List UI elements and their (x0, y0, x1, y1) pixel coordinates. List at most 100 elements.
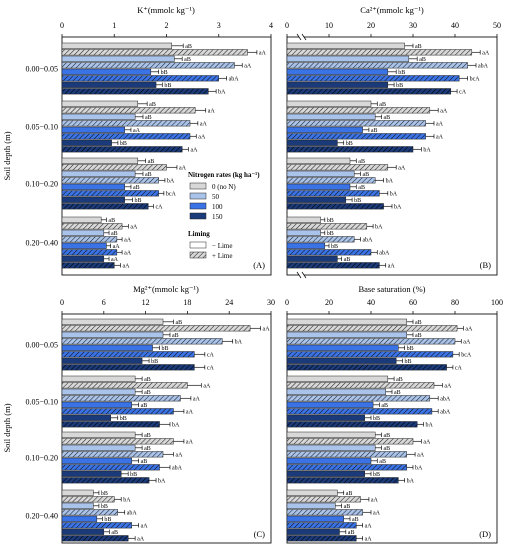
panel-b-bar-g2-s0 (286, 157, 351, 164)
legend: Nitrogen rates (kg ha⁻¹) 0 (no N) 50 100… (188, 171, 260, 260)
panel-b-bar-g1-s1 (286, 107, 431, 114)
legend-swatch-n0 (189, 182, 207, 190)
axis-break-gap (299, 30, 304, 280)
panel-d-letters-g0-s4: bB (407, 346, 414, 352)
panel-a-letters-g1-s6: bB (120, 141, 127, 147)
panel-d-letters-g1-s6: bB (373, 416, 380, 422)
panel-b-letters-g3-s0: bB (327, 218, 334, 224)
panel-b-letters-g1-s2: aB (384, 115, 391, 121)
panel-a-bar-g2-s5 (61, 190, 159, 197)
panel-a-letters-g2-s5: bcA (166, 192, 177, 198)
panel-d-bar-g2-s6 (286, 470, 365, 477)
panel-c-letters-g0-s4: bB (162, 346, 169, 352)
panel-a-bar-g2-s7 (61, 203, 149, 210)
panel-a-letters-g1-s5: aA (198, 135, 206, 141)
panel-d-xtick-label-5: 100 (491, 298, 503, 307)
panel-a-bar-g0-s1 (61, 49, 248, 56)
panel-a-xtick-label-3: 3 (217, 21, 221, 30)
panel-d-letters-g0-s0: aB (415, 320, 422, 326)
panel-a-bar-g0-s3 (61, 62, 235, 69)
panel-c-letters-g1-s7: bA (172, 423, 180, 429)
panel-c-letters-g2-s2: aB (144, 446, 151, 452)
legend-swatch-lime (189, 251, 207, 259)
panel-c-bar-g1-s0 (61, 375, 136, 382)
panel-c-bar-g3-s2 (61, 502, 94, 509)
panel-a-bar-g0-s7 (61, 88, 209, 95)
panel-a-bar-g3-s5 (61, 249, 118, 256)
panel-a-letters-g0-s7: bA (218, 90, 226, 96)
y-axis-title-top: Soil depth (m) (2, 131, 12, 180)
panel-d-letters-g3-s1: aA (371, 498, 379, 504)
panel-d-letters-g1-s5: abA (440, 410, 451, 416)
panel-d-bar-g3-s7 (286, 535, 357, 542)
panel-a-depth-label-2: 0.10−0.20 (25, 180, 58, 189)
panel-d-bar-g1-s4 (286, 401, 374, 408)
panel-b-bar-g2-s4 (286, 183, 351, 190)
panel-b-letters-g1-s3: aA (436, 122, 444, 128)
panel-d-letters-g2-s2: aB (384, 446, 391, 452)
panel-c-bar-g2-s2 (61, 444, 136, 451)
panel-d-bar-g2-s7 (286, 477, 399, 484)
panel-a-depth-label-3: 0.20−0.40 (25, 239, 58, 248)
panel-a-letters-g3-s5: aA (124, 251, 132, 257)
panel-d-bar-g1-s2 (286, 388, 386, 395)
panel-c-xtick-label-4: 24 (225, 298, 233, 307)
panel-c-frame (61, 313, 272, 544)
panel-c-bar-g3-s4 (61, 515, 98, 522)
panel-c-bar-g2-s1 (61, 438, 174, 445)
panel-d-bar-g2-s2 (286, 444, 376, 451)
panel-a-bar-g1-s3 (61, 120, 191, 127)
panel-a-bar-g0-s2 (61, 55, 175, 62)
panel-c-letters-g2-s6: bB (130, 472, 137, 478)
panel-c: Mg²⁺(mmolc kg⁻¹) (C) (61, 284, 272, 544)
panel-b-xtick-label-1: 10 (325, 21, 333, 30)
panel-b-bar-g1-s5 (286, 133, 426, 140)
legend-swatch-no-lime (189, 241, 207, 249)
panel-d: Base saturation (%) (D) (286, 284, 498, 544)
panel-a-depth-label-0: 0.00−0.05 (25, 65, 58, 74)
panel-b-letters-g3-s3: abA (363, 238, 374, 244)
panel-c-letters-g3-s4: bB (104, 517, 111, 523)
panel-c-letters-g1-s2: aB (144, 390, 151, 396)
panel-d-letters-g1-s2: aB (394, 390, 401, 396)
panel-b-letters-g2-s3: bA (386, 179, 394, 185)
panel-d-bar-g1-s5 (286, 408, 433, 415)
panel-d-letters-g1-s3: abA (440, 397, 451, 403)
panel-b-bar-g3-s2 (286, 229, 321, 236)
panel-c-bar-g3-s6 (61, 528, 105, 535)
panel-b-frame (286, 36, 498, 276)
panel-c-bar-g0-s5 (61, 351, 195, 358)
panel-a-letters-g3-s0: aB (108, 218, 115, 224)
panel-c-bar-g3-s5 (61, 522, 132, 529)
panel-a-bar-g1-s5 (61, 133, 191, 140)
panel-b-letters-g3-s6: aB (344, 257, 351, 263)
panel-a-bar-g1-s1 (61, 107, 196, 114)
panel-d-letters-g3-s2: aB (344, 504, 351, 510)
panel-d-bar-g0-s1 (286, 325, 458, 332)
axis-break-bottom-left (296, 271, 302, 279)
panel-a-letters-g2-s6: bB (135, 198, 142, 204)
panel-b-letters-g0-s5: bcA (470, 77, 481, 83)
panel-b-letters-g0-s7: cA (459, 90, 467, 96)
panel-d-xtick-label-0: 0 (285, 298, 289, 307)
panel-d-bar-g0-s6 (286, 357, 397, 364)
panel-c-bar-g2-s6 (61, 470, 122, 477)
axis-break-top-right (301, 33, 307, 41)
panel-a-letters-g0-s6: bB (164, 83, 171, 89)
panel-c-letters-g3-s7: aA (137, 537, 145, 543)
panel-b-bar-g0-s1 (286, 49, 473, 56)
panel-c-bar-g2-s7 (61, 477, 150, 484)
panel-c-bar-g2-s4 (61, 457, 132, 464)
panel-b-bar-g3-s1 (286, 223, 368, 230)
panel-b-bar-g0-s4 (286, 68, 389, 75)
panel-a-xtick-label-2: 2 (165, 21, 169, 30)
panel-c-letters-g0-s2: aB (172, 333, 179, 339)
legend-swatch-n100 (189, 202, 207, 210)
panel-b-letters-g1-s4: aB (371, 128, 378, 134)
panel-a-letters-g1-s1: aA (208, 109, 216, 115)
panel-a-letters-g0-s3: aA (244, 64, 252, 70)
panel-b-title: Ca²⁺(mmolc kg⁻¹) (360, 5, 424, 15)
panel-d-bar-g0-s3 (286, 338, 456, 345)
panel-d-bar-g0-s4 (286, 344, 399, 351)
panel-c-bar-g0-s1 (61, 325, 251, 332)
